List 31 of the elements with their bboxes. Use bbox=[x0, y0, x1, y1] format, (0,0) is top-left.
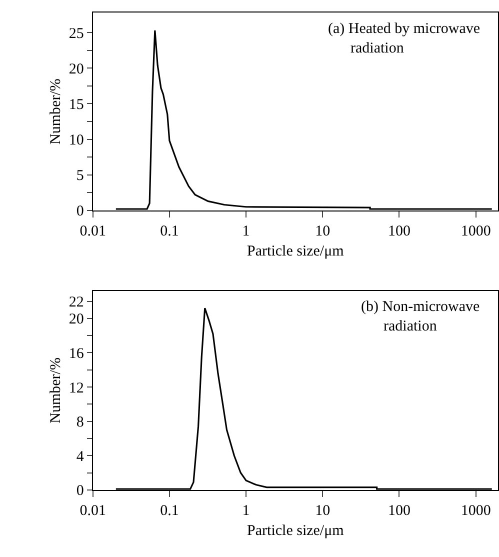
y-tick-label: 20 bbox=[68, 312, 84, 328]
y-tick-label: 4 bbox=[76, 448, 84, 465]
y-tick-label: 16 bbox=[68, 346, 84, 362]
y-tick-label: 8 bbox=[76, 414, 84, 431]
annotation: (b) Non-microwave radiation bbox=[361, 299, 480, 334]
x-tick-label: 100 bbox=[388, 502, 410, 519]
y-tick-label: 0 bbox=[76, 483, 84, 500]
y-axis-title: Number/% bbox=[48, 78, 64, 144]
y-tick-label: 0 bbox=[76, 204, 84, 220]
x-tick-label: 10 bbox=[315, 502, 330, 519]
x-tick-label: 0.01 bbox=[80, 223, 106, 240]
x-tick-label: 0.1 bbox=[160, 502, 179, 519]
x-tick-label: 1 bbox=[242, 502, 250, 519]
x-axis-title: Particle size/μm bbox=[247, 243, 344, 260]
y-axis-title: Number/% bbox=[48, 358, 64, 424]
x-tick-label: 1000 bbox=[460, 502, 491, 519]
y-tick-label: 12 bbox=[68, 380, 84, 396]
x-tick-label: 0.1 bbox=[160, 223, 179, 240]
y-tick-label: 5 bbox=[76, 168, 84, 184]
y-tick-label: 20 bbox=[68, 61, 84, 78]
y-tick-label: 10 bbox=[68, 132, 84, 149]
x-tick-label: 1000 bbox=[460, 223, 491, 240]
y-tick-label: 15 bbox=[68, 96, 84, 113]
x-axis-title: Particle size/μm bbox=[247, 522, 344, 539]
annotation: (a) Heated by microwave radiation bbox=[328, 21, 480, 56]
x-tick-label: 0.01 bbox=[80, 502, 106, 519]
y-tick-label: 22 bbox=[68, 294, 84, 311]
x-tick-label: 10 bbox=[315, 223, 330, 240]
y-tick-label: 25 bbox=[68, 26, 84, 42]
x-tick-label: 1 bbox=[242, 223, 250, 240]
x-tick-label: 100 bbox=[388, 223, 410, 240]
